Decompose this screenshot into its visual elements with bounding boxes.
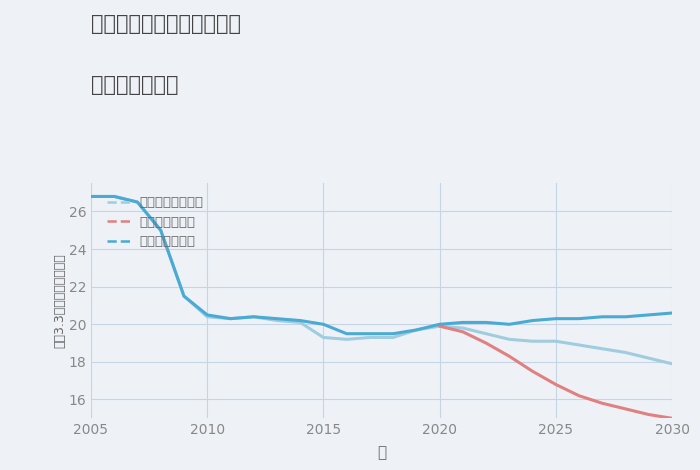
グッドシナリオ [157, 227, 165, 233]
ノーマルシナリオ [87, 194, 95, 199]
ノーマルシナリオ [435, 323, 444, 329]
バッドシナリオ [622, 406, 630, 412]
Text: 土地の価格推移: 土地の価格推移 [91, 75, 178, 95]
ノーマルシナリオ [668, 361, 676, 367]
バッドシナリオ [552, 382, 560, 387]
ノーマルシナリオ [342, 337, 351, 342]
Line: グッドシナリオ: グッドシナリオ [91, 196, 672, 334]
ノーマルシナリオ [319, 335, 328, 340]
グッドシナリオ [87, 194, 95, 199]
グッドシナリオ [319, 321, 328, 327]
グッドシナリオ [412, 327, 421, 333]
ノーマルシナリオ [622, 350, 630, 355]
グッドシナリオ [365, 331, 374, 337]
グッドシナリオ [203, 312, 211, 318]
ノーマルシナリオ [458, 325, 467, 331]
Line: ノーマルシナリオ: ノーマルシナリオ [91, 196, 672, 364]
グッドシナリオ [389, 331, 398, 337]
グッドシナリオ [249, 314, 258, 320]
バッドシナリオ [598, 400, 606, 406]
Line: バッドシナリオ: バッドシナリオ [440, 326, 672, 418]
バッドシナリオ [668, 415, 676, 421]
グッドシナリオ [296, 318, 304, 323]
グッドシナリオ [528, 318, 537, 323]
ノーマルシナリオ [273, 318, 281, 323]
ノーマルシナリオ [157, 227, 165, 233]
グッドシナリオ [575, 316, 583, 321]
バッドシナリオ [645, 412, 653, 417]
バッドシナリオ [458, 329, 467, 335]
グッドシナリオ [552, 316, 560, 321]
ノーマルシナリオ [598, 346, 606, 352]
ノーマルシナリオ [133, 199, 141, 205]
グッドシナリオ [505, 321, 514, 327]
ノーマルシナリオ [528, 338, 537, 344]
ノーマルシナリオ [389, 335, 398, 340]
グッドシナリオ [226, 316, 234, 321]
グッドシナリオ [645, 312, 653, 318]
ノーマルシナリオ [203, 314, 211, 320]
ノーマルシナリオ [482, 331, 490, 337]
グッドシナリオ [110, 194, 118, 199]
グッドシナリオ [668, 310, 676, 316]
グッドシナリオ [133, 199, 141, 205]
ノーマルシナリオ [365, 335, 374, 340]
グッドシナリオ [598, 314, 606, 320]
バッドシナリオ [505, 353, 514, 359]
ノーマルシナリオ [645, 355, 653, 361]
ノーマルシナリオ [180, 293, 188, 299]
ノーマルシナリオ [249, 314, 258, 320]
ノーマルシナリオ [552, 338, 560, 344]
ノーマルシナリオ [505, 337, 514, 342]
Text: 奈良県奈良市月ヶ瀬石打の: 奈良県奈良市月ヶ瀬石打の [91, 14, 241, 34]
ノーマルシナリオ [296, 320, 304, 325]
X-axis label: 年: 年 [377, 446, 386, 461]
ノーマルシナリオ [226, 316, 234, 321]
ノーマルシナリオ [412, 327, 421, 333]
グッドシナリオ [622, 314, 630, 320]
ノーマルシナリオ [110, 194, 118, 199]
グッドシナリオ [458, 320, 467, 325]
ノーマルシナリオ [575, 342, 583, 348]
グッドシナリオ [342, 331, 351, 337]
グッドシナリオ [273, 316, 281, 321]
バッドシナリオ [575, 393, 583, 399]
グッドシナリオ [482, 320, 490, 325]
Legend: ノーマルシナリオ, バッドシナリオ, グッドシナリオ: ノーマルシナリオ, バッドシナリオ, グッドシナリオ [104, 192, 207, 252]
バッドシナリオ [528, 368, 537, 374]
バッドシナリオ [482, 340, 490, 346]
グッドシナリオ [435, 321, 444, 327]
バッドシナリオ [435, 323, 444, 329]
グッドシナリオ [180, 293, 188, 299]
Y-axis label: 坪（3.3㎡）単価（万円）: 坪（3.3㎡）単価（万円） [54, 253, 66, 348]
